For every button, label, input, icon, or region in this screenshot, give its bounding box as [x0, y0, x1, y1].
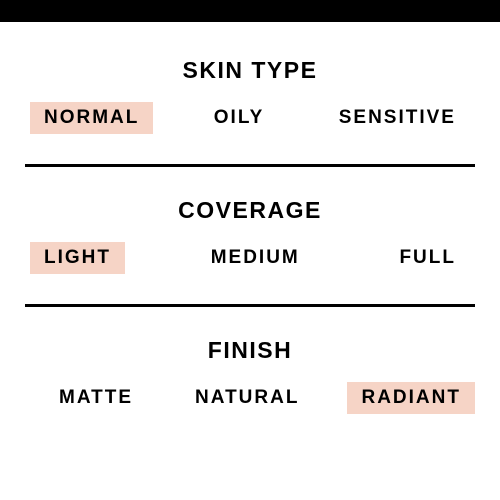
product-attributes: SKIN TYPE NORMAL OILY SENSITIVE COVERAGE…	[0, 57, 500, 444]
coverage-options: LIGHT MEDIUM FULL	[25, 242, 475, 274]
option-matte: MATTE	[45, 382, 147, 414]
option-light: LIGHT	[30, 242, 125, 274]
option-medium: MEDIUM	[197, 242, 314, 274]
option-oily: OILY	[200, 102, 279, 134]
finish-title: FINISH	[25, 337, 475, 364]
coverage-section: COVERAGE LIGHT MEDIUM FULL	[25, 197, 475, 304]
option-natural: NATURAL	[181, 382, 313, 414]
divider	[25, 304, 475, 307]
top-bar	[0, 0, 500, 22]
option-normal: NORMAL	[30, 102, 153, 134]
divider	[25, 164, 475, 167]
skin-type-options: NORMAL OILY SENSITIVE	[25, 102, 475, 134]
coverage-title: COVERAGE	[25, 197, 475, 224]
finish-options: MATTE NATURAL RADIANT	[25, 382, 475, 414]
finish-section: FINISH MATTE NATURAL RADIANT	[25, 337, 475, 444]
option-full: FULL	[385, 242, 470, 274]
skin-type-title: SKIN TYPE	[25, 57, 475, 84]
skin-type-section: SKIN TYPE NORMAL OILY SENSITIVE	[25, 57, 475, 164]
option-radiant: RADIANT	[347, 382, 475, 414]
option-sensitive: SENSITIVE	[325, 102, 470, 134]
